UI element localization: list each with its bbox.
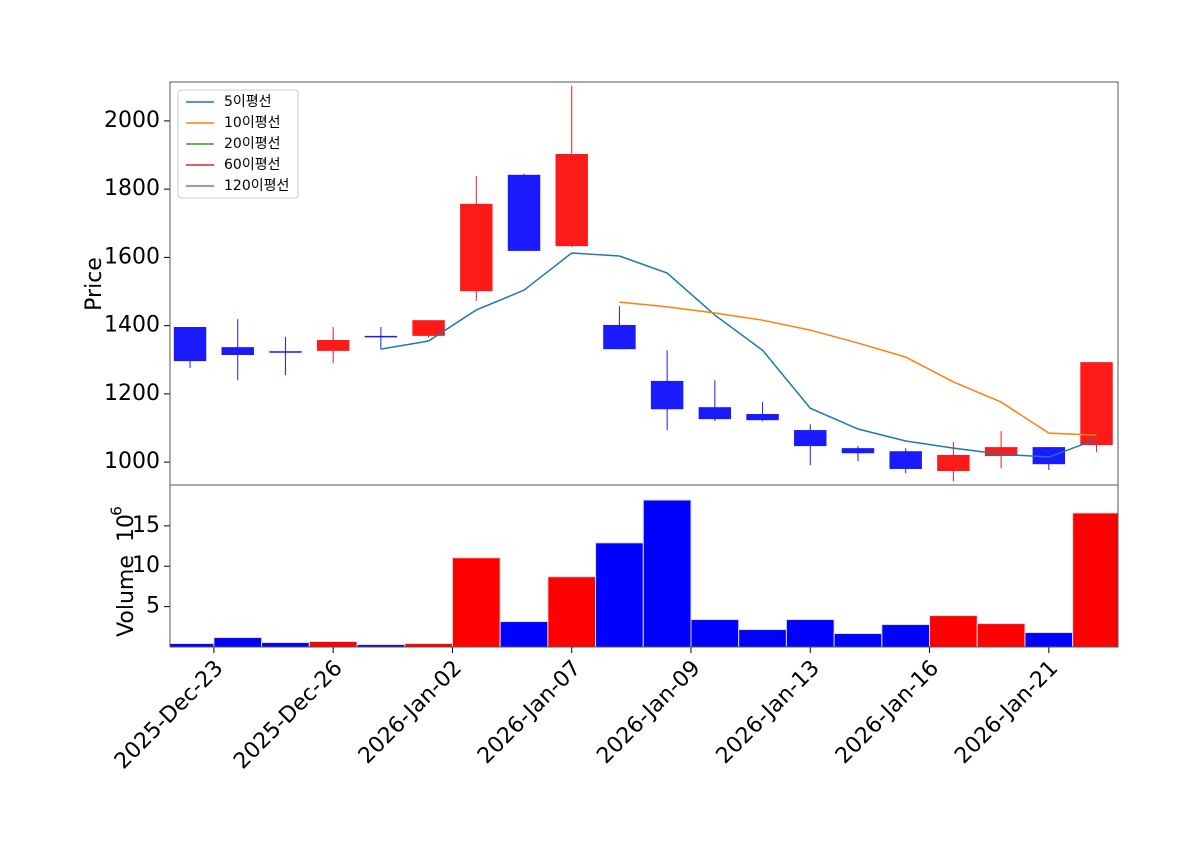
x-tick-label: 2026-Jan-02 [354,656,467,769]
price-panel [173,85,1113,482]
volume-bar [213,637,263,647]
volume-bar [499,621,549,647]
volume-bar [1072,512,1118,647]
volume-frame [169,484,1119,648]
y-tick-label: 1400 [104,313,160,338]
y-tick-label: 1800 [104,176,160,201]
legend-label: 5이평선 [224,94,272,110]
ma-line [380,252,1097,458]
candle-body [841,448,875,454]
volume-bar [404,643,453,647]
volume-tick-label: 10 [132,553,160,578]
volume-bar [929,615,978,647]
y-tick-label: 1000 [104,449,160,474]
x-tick-label: 2026-Jan-07 [473,656,586,769]
candle-body [555,154,588,247]
legend-label: 60이평선 [224,157,280,173]
candle-body [316,339,350,351]
legend-box [177,89,299,199]
legend: 5이평선 10이평선 20이평선 60이평선 120이평선 [177,89,299,199]
volume-bar [690,619,740,647]
x-tick-label: 2025-Dec-26 [229,656,347,774]
volume-bar [547,576,597,647]
x-tick-label: 2026-Jan-09 [592,656,705,769]
volume-panel [170,499,1118,647]
volume-bar [170,643,215,647]
candle-body [269,351,302,353]
volume-bar [642,499,692,647]
legend-label: 10이평선 [224,115,280,131]
ma-line [619,301,1097,436]
volume-offset-base: 10 [114,514,139,542]
candle-body [698,407,732,420]
y-tick-label: 1200 [104,381,160,406]
candle-body [173,327,207,362]
volume-bar [308,641,358,647]
volume-bar [833,633,883,647]
candle-body [1032,447,1066,465]
candle-body [794,430,827,447]
candle-body [650,380,684,410]
volume-axis-label: Volume [114,555,139,637]
candle-body [1080,362,1113,446]
x-tick-label: 2026-Jan-16 [831,656,944,769]
candle-body [412,320,445,336]
volume-bar [976,623,1026,647]
candle-body [603,324,636,350]
candle-body [221,347,254,355]
candle-body [889,451,922,469]
volume-bar [261,642,310,647]
candle-body [984,447,1018,456]
volume-tick-label: 5 [146,594,160,619]
y-tick-label: 1600 [104,244,160,269]
candle-body [507,174,541,251]
legend-label: 20이평선 [224,136,280,152]
x-tick-label: 2026-Jan-21 [950,656,1063,769]
candle-body [460,203,493,292]
y-axis-label: Price [82,257,107,311]
x-tick-label: 2026-Jan-13 [712,656,825,769]
x-tick-label: 2025-Dec-23 [110,656,228,774]
volume-bar [881,624,931,647]
candle-body [746,414,779,421]
volume-bar [785,619,835,647]
y-tick-label: 2000 [104,108,160,133]
volume-bar [738,629,787,647]
volume-bar [1024,632,1074,647]
volume-offset-exponent: 6 [108,506,126,516]
candle-body [364,335,398,338]
volume-bar [451,557,501,647]
price-frame [169,81,1119,486]
legend-label: 120이평선 [224,178,289,194]
volume-bar [595,542,644,647]
volume-tick-label: 15 [132,513,160,538]
candle-body [937,454,970,472]
